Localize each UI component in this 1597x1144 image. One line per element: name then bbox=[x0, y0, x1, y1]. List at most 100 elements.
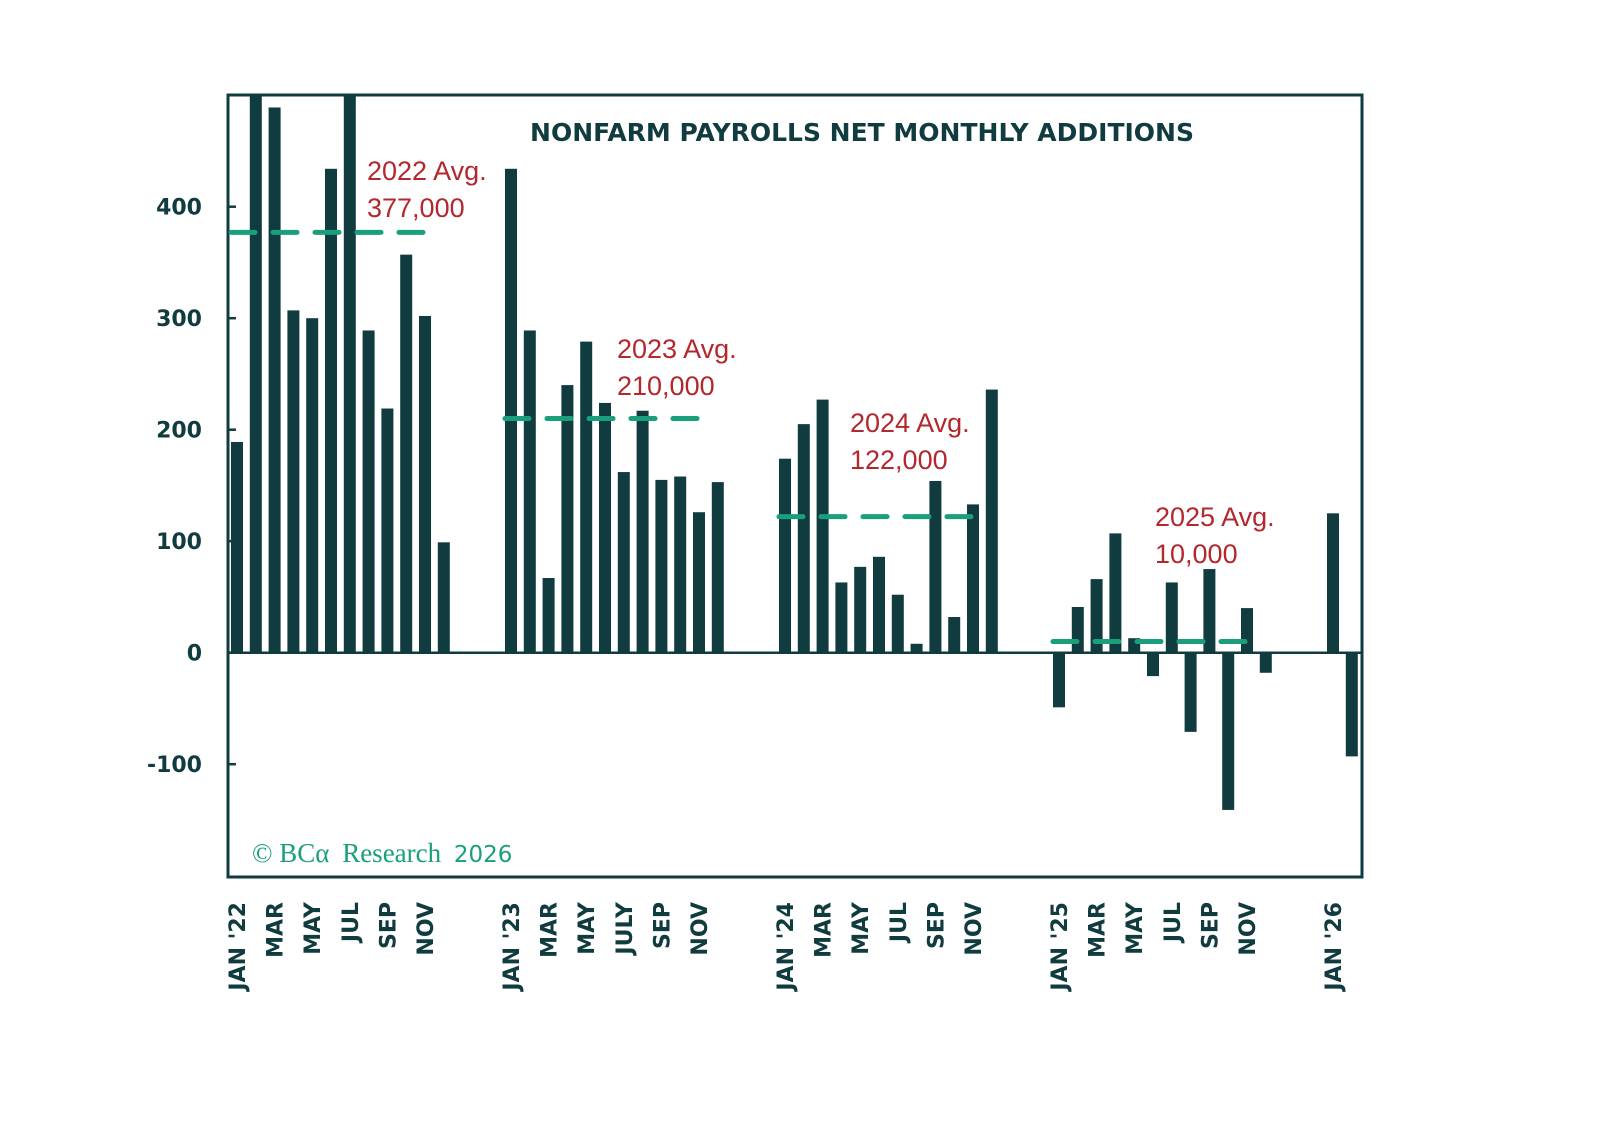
bar-2025-sep bbox=[1203, 569, 1216, 653]
bar-2022-feb bbox=[249, 96, 262, 653]
x-tick-label: JULY bbox=[613, 901, 638, 957]
x-tick-label: MAY bbox=[849, 901, 874, 955]
bar-2025-mar bbox=[1090, 579, 1103, 653]
avg-label-2025-title: 2025 Avg. bbox=[1155, 502, 1275, 532]
bar-2023-may bbox=[580, 341, 593, 653]
bar-2025-nov bbox=[1241, 608, 1253, 653]
bar-2025-oct bbox=[1222, 652, 1235, 810]
x-tick-label: MAY bbox=[301, 901, 326, 955]
footer-year: 2026 bbox=[454, 842, 513, 868]
chart-title: NONFARM PAYROLLS NET MONTHLY ADDITIONS bbox=[530, 118, 1194, 147]
bar-2025-feb bbox=[1071, 606, 1084, 653]
avg-label-2022-value: 377,000 bbox=[367, 193, 465, 223]
x-tick-label: MAY bbox=[1123, 901, 1148, 955]
x-tick-label: JAN '22 bbox=[226, 902, 251, 993]
bar-2024-dec bbox=[985, 389, 998, 653]
bar-2022-dec bbox=[437, 542, 450, 653]
avg-label-2024-value: 122,000 bbox=[850, 445, 948, 475]
x-tick-label: NOV bbox=[1236, 902, 1261, 956]
x-tick-label: MAR bbox=[264, 902, 289, 958]
bar-2023-nov bbox=[693, 512, 705, 653]
x-tick-label: JAN '25 bbox=[1048, 902, 1073, 993]
bar-2023-aug bbox=[636, 410, 649, 653]
y-tick-label: 200 bbox=[156, 419, 202, 444]
bar-2022-mar bbox=[268, 107, 281, 653]
bars-layer bbox=[231, 96, 1358, 810]
brand-suffix: Research bbox=[342, 838, 441, 868]
bar-2022-apr bbox=[287, 310, 300, 653]
bar-2026-jan bbox=[1327, 513, 1339, 653]
bar-2023-sep bbox=[655, 479, 668, 653]
avg-label-2022-title: 2022 Avg. bbox=[367, 156, 487, 186]
bar-2024-oct bbox=[948, 617, 961, 653]
bar-2024-feb bbox=[797, 424, 810, 653]
plot-frame bbox=[226, 93, 1364, 879]
x-tick-label: SEP bbox=[650, 902, 675, 949]
x-tick-label: SEP bbox=[924, 902, 949, 949]
bar-2022-jan bbox=[231, 441, 243, 653]
bar-2022-oct bbox=[400, 254, 413, 653]
bar-2023-apr bbox=[561, 385, 574, 653]
avg-label-2025-value: 10,000 bbox=[1155, 539, 1238, 569]
x-tick-label: JUL bbox=[339, 902, 364, 944]
bar-2023-dec bbox=[711, 482, 724, 653]
avg-label-2023-title: 2023 Avg. bbox=[617, 334, 737, 364]
bar-2025-dec bbox=[1259, 652, 1272, 673]
footer-logo: © BCα Research 2026 bbox=[252, 838, 512, 868]
bar-2024-mar bbox=[816, 399, 829, 653]
bar-2024-nov bbox=[967, 504, 979, 653]
bar-2024-apr bbox=[835, 582, 848, 653]
bar-2022-jul bbox=[343, 96, 356, 653]
bar-2025-jul bbox=[1165, 582, 1178, 653]
avg-label-2024-title: 2024 Avg. bbox=[850, 408, 970, 438]
bar-2024-aug bbox=[910, 643, 923, 653]
bar-2026-feb bbox=[1345, 652, 1358, 757]
bar-2022-aug bbox=[362, 330, 375, 653]
x-tick-label: JUL bbox=[887, 902, 912, 944]
copyright-symbol: © bbox=[252, 838, 273, 868]
y-tick-label: -100 bbox=[147, 753, 202, 778]
x-tick-label: MAR bbox=[1086, 902, 1111, 958]
bar-2023-jul bbox=[617, 472, 630, 653]
y-axis: 400 300 200 100 0 -100 bbox=[147, 196, 236, 778]
x-tick-label: NOV bbox=[414, 902, 439, 956]
x-tick-label: JAN '23 bbox=[500, 902, 525, 993]
x-tick-label: SEP bbox=[1198, 902, 1223, 949]
x-tick-label: NOV bbox=[688, 902, 713, 956]
bar-2024-jul bbox=[891, 594, 904, 653]
y-tick-label: 400 bbox=[156, 196, 202, 221]
bar-2025-jun bbox=[1147, 652, 1159, 677]
average-lines-layer bbox=[228, 229, 1256, 645]
bar-2025-aug bbox=[1184, 652, 1197, 732]
avg-label-2023-value: 210,000 bbox=[617, 371, 715, 401]
x-tick-label: JAN '26 bbox=[1322, 902, 1347, 993]
x-tick-label: JAN '24 bbox=[774, 902, 799, 993]
x-tick-label: MAR bbox=[538, 902, 563, 958]
annotations-layer: 2022 Avg. 377,000 2023 Avg. 210,000 2024 Avg… bbox=[367, 156, 1275, 569]
x-tick-label: NOV bbox=[962, 902, 987, 956]
x-tick-label: JUL bbox=[1161, 902, 1186, 944]
bar-2023-oct bbox=[674, 476, 687, 653]
bar-2022-jun bbox=[325, 168, 337, 653]
bar-2023-jun bbox=[599, 402, 611, 653]
x-axis: JAN '22 MAR MAY JUL SEP NOV JAN '23 MAR MAY JULY S… bbox=[226, 901, 1347, 993]
bar-2022-nov bbox=[419, 315, 431, 653]
bar-2022-sep bbox=[381, 408, 394, 653]
bar-2023-jan bbox=[505, 168, 517, 653]
x-tick-label: SEP bbox=[376, 902, 401, 949]
x-tick-label: MAY bbox=[575, 901, 600, 955]
y-tick-label: 300 bbox=[156, 307, 202, 332]
bar-2023-feb bbox=[523, 330, 536, 653]
x-tick-label: MAR bbox=[812, 902, 837, 958]
brand-name: BCα bbox=[279, 838, 329, 868]
bar-2024-jan bbox=[779, 458, 791, 653]
bar-2025-jan bbox=[1053, 652, 1065, 708]
y-tick-label: 0 bbox=[187, 642, 202, 667]
bar-2024-may bbox=[854, 566, 867, 653]
y-tick-label: 100 bbox=[156, 530, 202, 555]
bar-2022-may bbox=[306, 318, 319, 653]
bar-2024-sep bbox=[929, 480, 942, 653]
bar-2023-mar bbox=[542, 577, 555, 653]
bar-2025-apr bbox=[1109, 533, 1122, 653]
